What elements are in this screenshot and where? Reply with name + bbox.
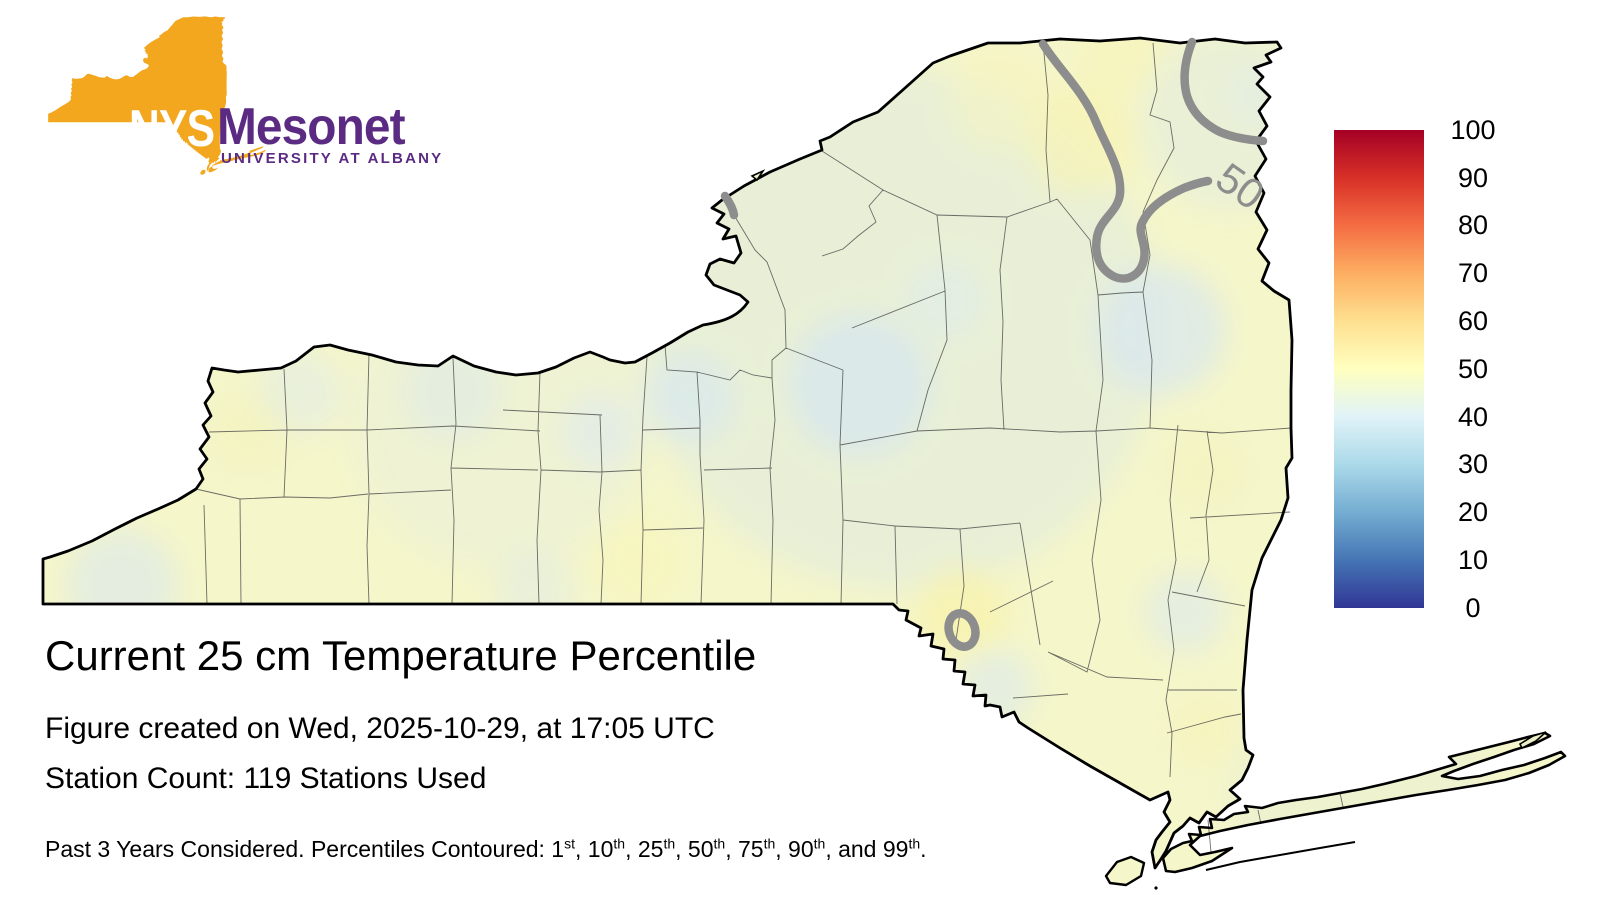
- small-islands: [750, 169, 1547, 750]
- footnote-sup: th: [663, 835, 676, 852]
- footnote-text: , and 99: [825, 836, 909, 862]
- logo-nys-text: NYS: [129, 100, 215, 158]
- logo-tagline-text: UNIVERSITY AT ALBANY: [221, 150, 444, 167]
- footnote: Past 3 Years Considered. Percentiles Con…: [45, 836, 927, 863]
- county-boundaries: [195, 42, 1344, 853]
- tiny-island-dot: [1154, 886, 1158, 890]
- footnote-sup: th: [763, 835, 776, 852]
- logo-mesonet-text: Mesonet: [217, 98, 406, 156]
- footnote-text: , 75: [725, 836, 764, 862]
- footnote-sup: st: [564, 835, 575, 852]
- colorbar-tick-70: 70: [1457, 258, 1489, 288]
- footnote-sup: th: [908, 835, 921, 852]
- mesonet-logo: NYS Mesonet UNIVERSITY AT ALBANY: [0, 0, 441, 210]
- colorbar-tick-10: 10: [1457, 545, 1489, 575]
- colorbar-tick-0: 0: [1465, 593, 1481, 623]
- colorbar-tick-20: 20: [1457, 497, 1489, 527]
- colorbar-tick-50: 50: [1457, 354, 1489, 384]
- colorbar-labels: 100 90 80 70 60 50 40 30 20 10 0: [1437, 0, 1509, 900]
- colorbar-tick-80: 80: [1457, 210, 1489, 240]
- footnote-sup: th: [613, 835, 626, 852]
- colorbar: [1334, 130, 1424, 608]
- colorbar-tick-30: 30: [1457, 449, 1489, 479]
- barrier-island: [1205, 841, 1356, 871]
- colorbar-tick-100: 100: [1450, 115, 1496, 145]
- footnote-sup: th: [813, 835, 826, 852]
- colorbar-tick-60: 60: [1457, 306, 1489, 336]
- figure-created-line: Figure created on Wed, 2025-10-29, at 17…: [45, 712, 715, 745]
- percentile-contour-50: [720, 37, 1268, 651]
- colorbar-tick-90: 90: [1457, 163, 1489, 193]
- footnote-text: , 10: [575, 836, 614, 862]
- footnote-text: Past 3 Years Considered. Percentiles Con…: [45, 836, 565, 862]
- footnote-text: .: [920, 836, 927, 862]
- footnote-text: , 90: [775, 836, 814, 862]
- footnote-text: , 50: [675, 836, 714, 862]
- figure-title: Current 25 cm Temperature Percentile: [45, 632, 757, 679]
- footnote-text: , 25: [625, 836, 664, 862]
- colorbar-tick-40: 40: [1457, 402, 1489, 432]
- footnote-sup: th: [713, 835, 726, 852]
- station-count-line: Station Count: 119 Stations Used: [45, 762, 487, 795]
